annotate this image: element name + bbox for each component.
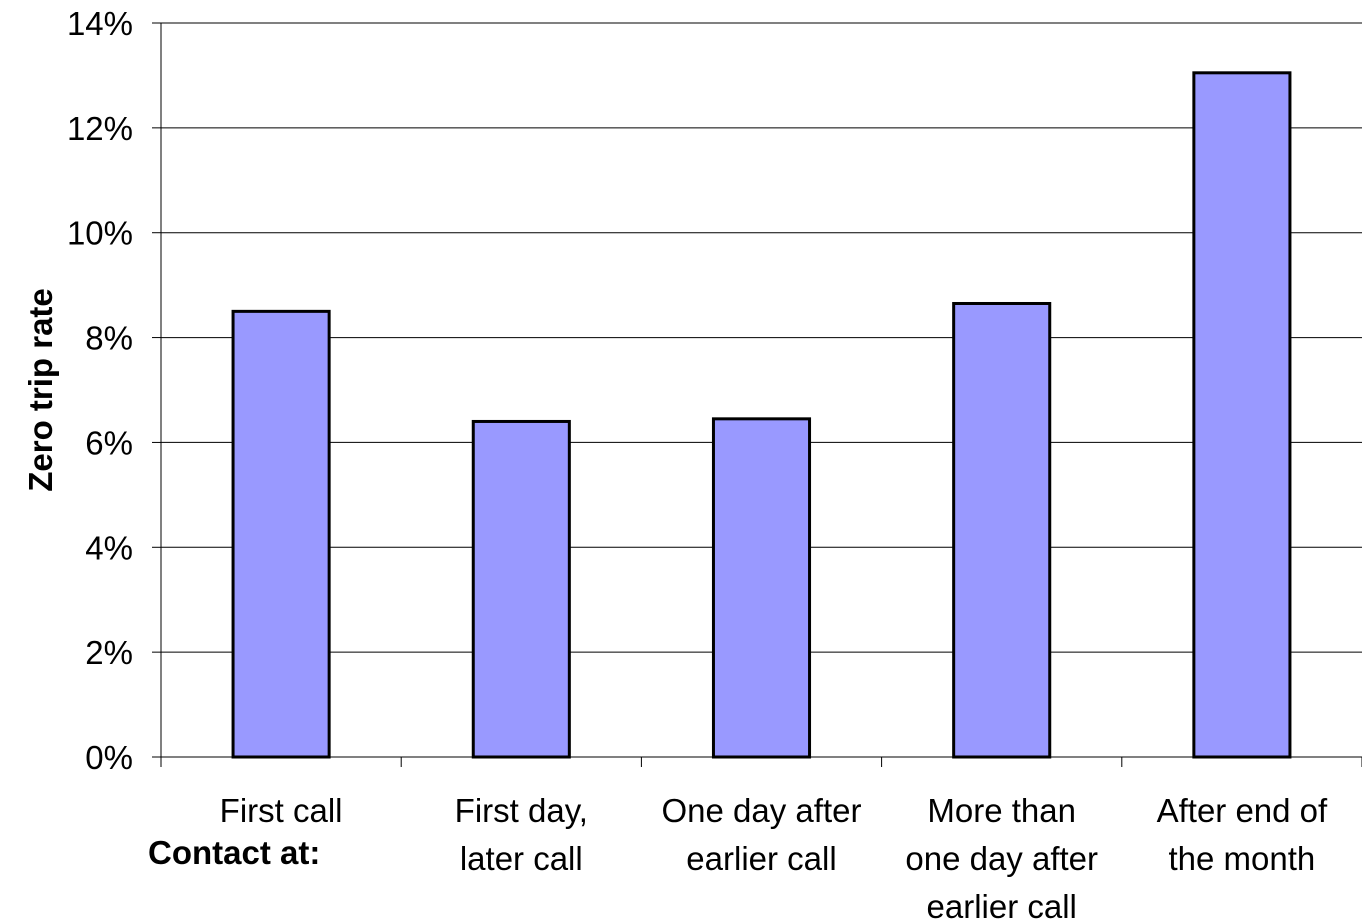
y-tick-label: 14% (67, 5, 133, 42)
y-tick-label: 4% (85, 529, 133, 566)
bar (471, 419, 571, 759)
x-axis-label: Contact at: (148, 834, 320, 871)
x-category-label: After end of the month (1157, 792, 1328, 877)
y-tick-label: 10% (67, 215, 133, 252)
x-category-label-line: the month (1169, 840, 1316, 877)
bars (231, 71, 1292, 759)
x-category-label-line: one day after (905, 840, 1098, 877)
x-category-label-line: earlier call (686, 840, 836, 877)
x-category-label-line: One day after (662, 792, 862, 829)
y-tick-label: 12% (67, 110, 133, 147)
y-tick-label: 8% (85, 320, 133, 357)
bar (231, 309, 331, 759)
x-category-label-line: later call (460, 840, 583, 877)
x-category-labels: First call First day, later call One day af… (220, 792, 1328, 923)
y-tick-label: 6% (85, 424, 133, 461)
x-category-label: More than one day after earlier call (905, 792, 1098, 923)
y-tick-labels: 0% 2% 4% 6% 8% 10% 12% 14% (67, 5, 133, 776)
bar (952, 301, 1052, 759)
x-category-label-line: After end of (1157, 792, 1328, 829)
y-tick-label: 0% (85, 739, 133, 776)
bar (711, 417, 812, 759)
x-category-label: First day, later call (455, 792, 588, 877)
x-category-label: One day after earlier call (662, 792, 862, 877)
x-category-label: First call (220, 792, 343, 829)
x-category-label-line: earlier call (927, 888, 1077, 923)
bar (1192, 71, 1292, 759)
y-tick-label: 2% (85, 634, 133, 671)
axes (152, 22, 1362, 767)
x-category-label-line: First day, (455, 792, 588, 829)
y-axis-label: Zero trip rate (22, 288, 59, 492)
x-category-label-line: First call (220, 792, 343, 829)
x-category-label-line: More than (927, 792, 1076, 829)
